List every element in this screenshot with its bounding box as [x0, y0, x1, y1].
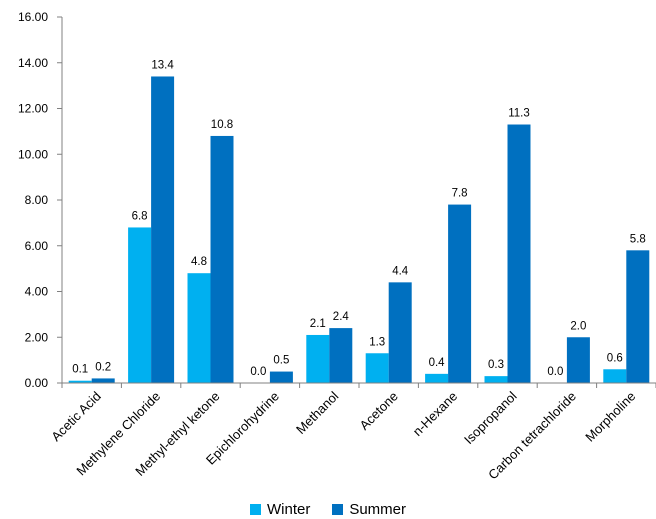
data-label-summer: 4.4 — [392, 265, 409, 277]
data-label-summer: 2.0 — [570, 320, 586, 332]
data-label-winter: 0.4 — [429, 357, 446, 369]
bar-winter — [603, 369, 627, 383]
bar-winter — [306, 334, 330, 383]
bar-summer — [151, 76, 175, 383]
bar-winter — [425, 373, 449, 383]
y-tick-label: 10.00 — [18, 147, 48, 161]
bar-summer — [507, 124, 531, 383]
y-axis: 0.00 2.00 4.00 6.00 8.00 10.00 12.00 14.00 16.00 — [18, 10, 63, 390]
data-labels: 0.1 6.8 4.8 0.0 2.1 1.3 0.4 0.3 0.0 0.6 0.2 13.4 10.… — [72, 59, 646, 378]
data-label-summer: 13.4 — [151, 59, 174, 71]
y-tick-label: 2.00 — [25, 330, 49, 344]
data-label-summer: 0.5 — [273, 355, 289, 367]
bar-summer — [626, 250, 650, 383]
data-label-summer: 2.4 — [333, 311, 350, 323]
bar-winter — [365, 353, 389, 383]
data-label-winter: 2.1 — [310, 318, 326, 330]
x-category-label: Methanol — [293, 388, 342, 437]
data-label-summer: 0.2 — [95, 361, 111, 373]
x-category-label: n-Hexane — [410, 389, 460, 439]
data-label-winter: 6.8 — [132, 210, 148, 222]
y-tick-label: 14.00 — [18, 56, 48, 70]
data-label-summer: 10.8 — [211, 119, 233, 131]
data-label-winter: 0.3 — [488, 359, 504, 371]
bar-winter — [484, 376, 508, 383]
data-label-winter: 0.6 — [607, 352, 623, 364]
bar-winter — [128, 227, 152, 383]
bar-winter — [68, 380, 92, 383]
legend-label-winter: Winter — [266, 501, 311, 518]
legend-label-summer: Summer — [349, 501, 407, 518]
bar-summer — [269, 371, 293, 383]
legend-swatch-winter — [249, 504, 261, 515]
x-category-label: Morpholine — [582, 389, 638, 445]
bar-summer — [388, 282, 412, 383]
data-label-summer: 7.8 — [452, 188, 468, 200]
data-label-winter: 4.8 — [191, 256, 207, 268]
bar-summer — [91, 378, 115, 383]
data-label-summer: 5.8 — [630, 233, 646, 245]
legend-swatch-summer — [332, 504, 344, 515]
bar-summer — [329, 328, 353, 383]
y-tick-label: 6.00 — [25, 239, 49, 253]
bar-summer — [448, 204, 472, 383]
y-tick-label: 8.00 — [25, 193, 49, 207]
x-category-label: Acetic Acid — [48, 389, 104, 445]
y-tick-label: 4.00 — [25, 285, 49, 299]
x-category-label: Isopropanol — [461, 388, 520, 447]
data-label-summer: 11.3 — [508, 108, 530, 120]
data-label-winter: 1.3 — [369, 336, 385, 348]
y-tick-label: 12.00 — [18, 102, 48, 116]
bar-summer — [566, 337, 590, 383]
data-label-winter: 0.1 — [72, 364, 88, 376]
y-tick-label: 16.00 — [18, 10, 48, 24]
data-label-winter: 0.0 — [547, 366, 563, 378]
bar-summer — [210, 135, 234, 383]
data-label-winter: 0.0 — [250, 366, 266, 378]
legend: Winter Summer — [0, 500, 656, 519]
y-tick-label: 0.00 — [25, 376, 49, 390]
bar-winter — [187, 273, 211, 383]
bars — [68, 76, 650, 383]
x-category-label: Acetone — [356, 389, 400, 433]
legend-item-summer: Summer — [332, 501, 406, 518]
legend-item-winter: Winter — [249, 501, 311, 518]
